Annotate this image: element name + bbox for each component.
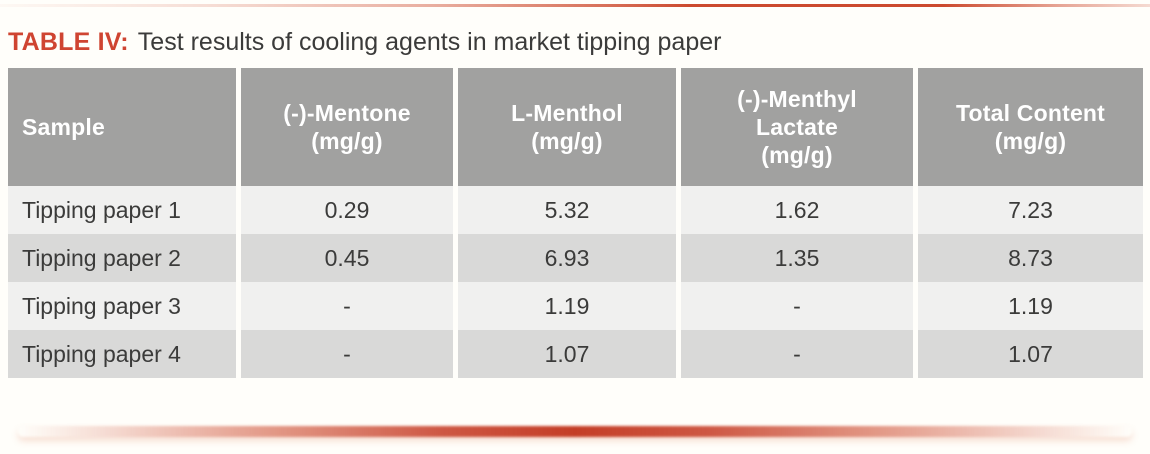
table-title-text: Test results of cooling agents in market…: [137, 28, 722, 56]
row-label: Tipping paper 3: [8, 282, 236, 330]
results-table: Sample (-)-Mentone (mg/g) L-Menthol (mg/g)…: [8, 68, 1143, 378]
header-cell-total_content: Total Content (mg/g): [918, 68, 1143, 186]
table-cell-mentone: -: [241, 330, 453, 378]
row-label: Tipping paper 4: [8, 330, 236, 378]
header-cell-mentone: (-)-Mentone (mg/g): [241, 68, 453, 186]
table-cell-total_content: 7.23: [918, 186, 1143, 234]
top-accent-rule: [0, 4, 1150, 7]
header-cell-l_menthol: L-Menthol (mg/g): [458, 68, 676, 186]
table-cell-l_menthol: 6.93: [458, 234, 676, 282]
bottom-accent-rule: [18, 426, 1132, 437]
table-cell-total_content: 8.73: [918, 234, 1143, 282]
row-label: Tipping paper 2: [8, 234, 236, 282]
table-cell-mentone: -: [241, 282, 453, 330]
table-number-label: TABLE IV:: [8, 28, 129, 56]
table-cell-mentone: 0.45: [241, 234, 453, 282]
row-label: Tipping paper 1: [8, 186, 236, 234]
table-cell-menthyl_lactate: -: [681, 282, 913, 330]
table-cell-l_menthol: 5.32: [458, 186, 676, 234]
table-cell-menthyl_lactate: -: [681, 330, 913, 378]
table-cell-l_menthol: 1.19: [458, 282, 676, 330]
header-cell-menthyl_lactate: (-)-Menthyl Lactate (mg/g): [681, 68, 913, 186]
table-title: TABLE IV: Test results of cooling agents …: [8, 27, 1142, 57]
table-cell-total_content: 1.07: [918, 330, 1143, 378]
table-cell-l_menthol: 1.07: [458, 330, 676, 378]
table-cell-menthyl_lactate: 1.35: [681, 234, 913, 282]
table-cell-mentone: 0.29: [241, 186, 453, 234]
header-cell-sample: Sample: [8, 68, 236, 186]
table-cell-menthyl_lactate: 1.62: [681, 186, 913, 234]
table-cell-total_content: 1.19: [918, 282, 1143, 330]
